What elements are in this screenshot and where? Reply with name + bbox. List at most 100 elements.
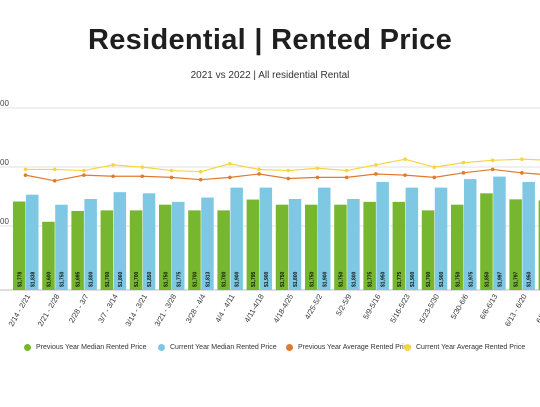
data-label-curr-median: $1,850 (147, 271, 153, 287)
data-label-prev-median: $1,695 (76, 271, 82, 287)
data-label-prev-median: $1,750 (163, 271, 169, 287)
x-tick-label: 4/4 - 4/11 (213, 293, 236, 324)
point-curr-avg (52, 167, 57, 172)
legend-swatch-curr-median (158, 344, 165, 351)
point-curr-avg (111, 163, 115, 167)
point-prev-avg (52, 179, 57, 183)
bar-curr-median (201, 197, 214, 290)
y-tick-label: 00 (0, 217, 9, 226)
x-tick-label: 2/14 - 2/21 (7, 293, 33, 329)
legend-label-prev-avg: Previous Year Average Rented Price (298, 344, 412, 351)
legend-item-curr-avg: Current Year Average Rented Price (404, 344, 525, 351)
point-curr-avg (82, 168, 86, 173)
x-tick-label: 5/23-5/30 (417, 293, 441, 325)
data-label-prev-median: $1,750 (309, 271, 315, 287)
point-prev-avg (403, 173, 407, 177)
bar-curr-median (26, 194, 39, 290)
bar-curr-median (464, 179, 477, 290)
point-curr-avg (315, 166, 320, 171)
bar-curr-median (259, 187, 273, 290)
bar-prev-median (100, 210, 114, 290)
bar-prev-median (42, 221, 55, 290)
bar-prev-median (305, 204, 318, 290)
point-prev-avg (82, 173, 86, 177)
data-label-curr-median: $1,800 (89, 271, 95, 287)
bar-curr-median (522, 181, 535, 290)
legend-item-curr-median: Current Year Median Rented Price (158, 344, 277, 351)
x-tick-label: 5/2-5/9 (334, 293, 353, 318)
data-label-prev-median: $1,797 (514, 271, 520, 287)
point-prev-avg (374, 172, 378, 176)
x-tick-label: 2/21 - 2/28 (36, 293, 62, 329)
x-tick-label: 4/11-4/18 (242, 293, 265, 324)
data-label-prev-median: $1,700 (222, 271, 228, 287)
point-prev-avg (140, 174, 145, 179)
data-label-prev-median: $1,700 (134, 271, 140, 287)
bar-curr-median (172, 201, 185, 290)
bar-prev-median (275, 204, 289, 290)
point-prev-avg (315, 175, 320, 180)
line-prev-avg (25, 168, 540, 182)
bar-curr-median (434, 187, 448, 290)
data-label-curr-median: $1,950 (381, 271, 387, 287)
data-label-curr-median: $1,813 (205, 271, 211, 287)
legend-swatch-curr-avg (404, 344, 411, 351)
bar-prev-median (480, 193, 493, 290)
point-curr-avg (490, 158, 495, 163)
bar-curr-median (376, 181, 389, 290)
data-label-prev-median: $1,850 (484, 271, 490, 287)
bar-prev-median (188, 210, 201, 290)
bar-curr-median (142, 193, 156, 290)
bar-curr-median (55, 204, 68, 290)
point-prev-avg (23, 173, 28, 177)
point-curr-avg (432, 165, 437, 169)
legend-item-prev-avg: Previous Year Average Rented Price (286, 344, 411, 351)
point-prev-avg (490, 167, 495, 172)
legend-item-prev-median: Previous Year Median Rented Price (24, 344, 147, 351)
y-tick-label: 00 (0, 99, 9, 108)
point-prev-avg (111, 174, 115, 179)
bar-prev-median (159, 204, 172, 290)
legend-label-curr-avg: Current Year Average Rented Price (416, 344, 526, 351)
bar-curr-median (318, 187, 331, 290)
y-tick-label: 00 (0, 158, 9, 167)
bar-prev-median (363, 201, 376, 290)
data-label-curr-median: $1,800 (351, 271, 357, 287)
point-curr-avg (403, 157, 407, 161)
bar-prev-median (451, 204, 464, 290)
x-tick-label: 2/28 - 3/7 (67, 293, 91, 325)
data-label-curr-median: $1,900 (410, 271, 416, 287)
data-label-curr-median: $1,975 (468, 271, 474, 287)
point-curr-avg (23, 167, 28, 172)
legend-label-prev-median: Previous Year Median Rented Price (36, 344, 147, 351)
data-label-curr-median: $1,900 (439, 271, 445, 287)
data-label-prev-median: $1,600 (46, 271, 52, 287)
x-tick-label: 3/21 - 3/28 (153, 293, 179, 329)
data-label-prev-median: $1,700 (105, 271, 111, 287)
point-curr-avg (344, 168, 349, 173)
data-label-curr-median: $1,838 (30, 271, 36, 287)
chart-subtitle: 2021 vs 2022 | All residential Rental (190, 70, 350, 81)
data-label-curr-median: $1,775 (176, 271, 182, 287)
x-tick-label: 6/20-6/27 (534, 293, 540, 325)
bar-prev-median (421, 210, 435, 290)
bar-curr-median (405, 187, 419, 290)
point-curr-avg (169, 168, 174, 173)
data-label-curr-median: $1,900 (264, 271, 270, 287)
point-curr-avg (374, 163, 378, 167)
point-curr-avg (461, 160, 466, 165)
data-label-curr-median: $1,860 (118, 271, 124, 287)
point-prev-avg (461, 171, 466, 175)
bar-curr-median (113, 192, 127, 290)
bar-curr-median (347, 199, 360, 290)
data-label-prev-median: $1,700 (426, 271, 432, 287)
point-curr-avg (228, 161, 232, 166)
data-label-prev-median: $1,750 (455, 271, 461, 287)
bar-curr-median (230, 187, 243, 290)
bar-prev-median (509, 199, 522, 290)
data-label-prev-median: $1,700 (192, 271, 198, 287)
legend-swatch-prev-median (24, 344, 31, 351)
chart-title: Residential | Rented Price (87, 24, 453, 56)
point-prev-avg (286, 176, 291, 181)
